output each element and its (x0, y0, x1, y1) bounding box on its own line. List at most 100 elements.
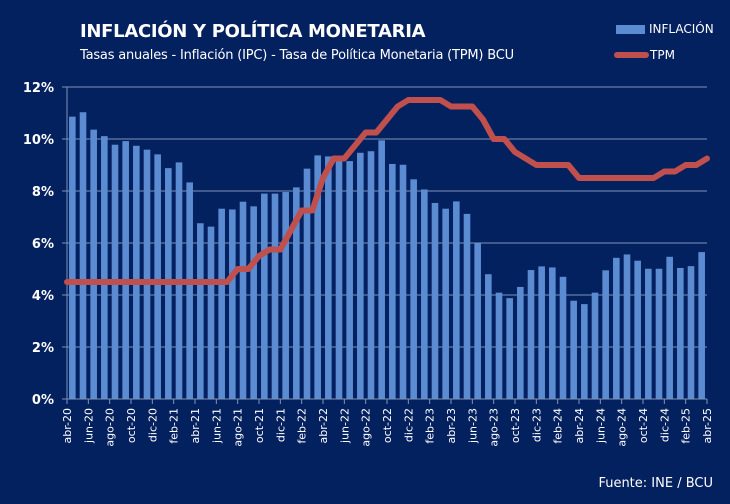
inflation-bar (111, 144, 119, 399)
inflation-bar (207, 226, 215, 399)
inflation-bar (527, 270, 535, 399)
x-tick-label: jun-22 (338, 408, 351, 444)
inflation-bar (495, 292, 503, 399)
source-note: Fuente: INE / BCU (598, 476, 713, 491)
inflation-bar (229, 209, 236, 399)
inflation-bar (453, 201, 460, 399)
x-tick-label: jun-20 (82, 408, 95, 444)
legend: INFLACIÓN TPM (614, 20, 714, 72)
inflation-bar (602, 270, 609, 399)
inflation-bar (645, 268, 652, 399)
inflation-bar (666, 256, 673, 399)
x-tick-label: abr-25 (701, 408, 714, 444)
x-tick-label: abr-20 (61, 408, 74, 444)
inflation-bar (463, 213, 471, 399)
y-axis-ticks: 0% 2% 4% 6% 8% 10% 12% (23, 81, 54, 408)
y-tick-label: 0% (32, 393, 54, 408)
inflation-bar (79, 112, 87, 399)
inflation-bar (122, 141, 129, 399)
x-tick-label: dic-22 (402, 408, 415, 442)
inflation-bar (250, 206, 257, 399)
x-tick-label: ago-23 (488, 408, 501, 447)
inflation-bar (549, 267, 556, 399)
inflation-bar (90, 129, 97, 399)
inflation-bar (687, 266, 695, 399)
inflation-bar (559, 276, 567, 399)
x-axis-ticks: abr-20 jun-20 ago-20 oct-20 dic-20 feb-21 abr-… (61, 408, 714, 447)
x-tick-label: jun-21 (210, 408, 223, 444)
inflation-bar (271, 193, 279, 399)
x-tick-label: feb-24 (552, 408, 565, 444)
inflation-bar (154, 154, 161, 399)
x-tick-label: abr-22 (317, 408, 330, 444)
x-tick-label: abr-21 (189, 408, 202, 444)
inflation-bar (538, 266, 545, 399)
inflation-bar (314, 155, 321, 399)
inflation-bars (69, 112, 705, 400)
x-tick-label: feb-25 (680, 408, 693, 444)
tpm-line (64, 97, 710, 285)
inflation-bar (421, 189, 428, 399)
inflation-bar (325, 156, 332, 399)
inflation-bar (634, 260, 641, 399)
inflation-bar (357, 152, 364, 399)
y-tick-label: 4% (32, 289, 54, 304)
inflation-bar (613, 257, 620, 399)
inflation-bar (293, 187, 300, 399)
x-tick-label: abr-23 (445, 408, 458, 444)
inflation-bar (101, 136, 108, 399)
inflation-bar (197, 223, 204, 399)
chart-subtitle: Tasas anuales - Inflación (IPC) - Tasa d… (80, 48, 514, 63)
x-tick-label: dic-20 (146, 408, 159, 442)
inflation-bar (431, 202, 439, 399)
x-tick-label: jun-24 (594, 408, 607, 444)
inflation-bar (581, 304, 588, 399)
inflation-bar (261, 193, 268, 399)
gridlines (67, 86, 707, 348)
x-tick-label: oct-23 (509, 408, 522, 443)
y-tick-label: 12% (23, 81, 54, 96)
y-tick-label: 8% (32, 185, 54, 200)
y-tick-label: 6% (32, 237, 54, 252)
inflation-bar (410, 179, 417, 399)
inflation-bar (378, 140, 385, 400)
inflation-bar (698, 252, 705, 399)
inflation-bar (303, 168, 311, 399)
inflation-bar (474, 243, 481, 399)
inflation-bar (186, 182, 193, 399)
x-tick-label: ago-21 (232, 408, 245, 447)
tpm-line-group (64, 97, 710, 285)
inflation-bar (133, 145, 140, 399)
x-tick-label: oct-20 (125, 408, 138, 443)
inflation-bar (442, 208, 449, 399)
x-tick-label: dic-21 (274, 408, 287, 442)
y-tick-label: 10% (23, 133, 54, 148)
legend-item-inflacion: INFLACIÓN (616, 20, 714, 38)
x-tick-label: ago-20 (104, 408, 117, 447)
inflation-bar (282, 192, 289, 399)
legend-item-tpm: TPM (614, 46, 714, 64)
inflation-bar (677, 267, 684, 399)
legend-swatch-line-icon (614, 52, 649, 58)
inflation-bar (506, 298, 513, 399)
legend-label-inflacion: INFLACIÓN (649, 22, 714, 36)
x-tick-label: ago-22 (360, 408, 373, 447)
inflation-bar (570, 300, 577, 399)
inflation-bar (346, 161, 353, 399)
x-tick-label: feb-23 (424, 408, 437, 444)
inflation-bar (239, 201, 247, 399)
inflation-bar (335, 157, 343, 399)
legend-label-tpm: TPM (650, 48, 675, 62)
x-tick-label: feb-22 (296, 408, 309, 444)
x-tick-label: abr-24 (573, 408, 586, 444)
inflation-bar (367, 151, 375, 399)
inflation-bar (143, 149, 151, 399)
inflation-bar (623, 254, 631, 399)
inflation-bar (591, 292, 599, 399)
x-tick-label: oct-24 (637, 408, 650, 443)
x-tick-label: feb-21 (168, 408, 181, 444)
x-tick-label: dic-24 (658, 408, 671, 442)
x-tick-label: oct-22 (381, 408, 394, 443)
inflation-bar (218, 208, 225, 399)
